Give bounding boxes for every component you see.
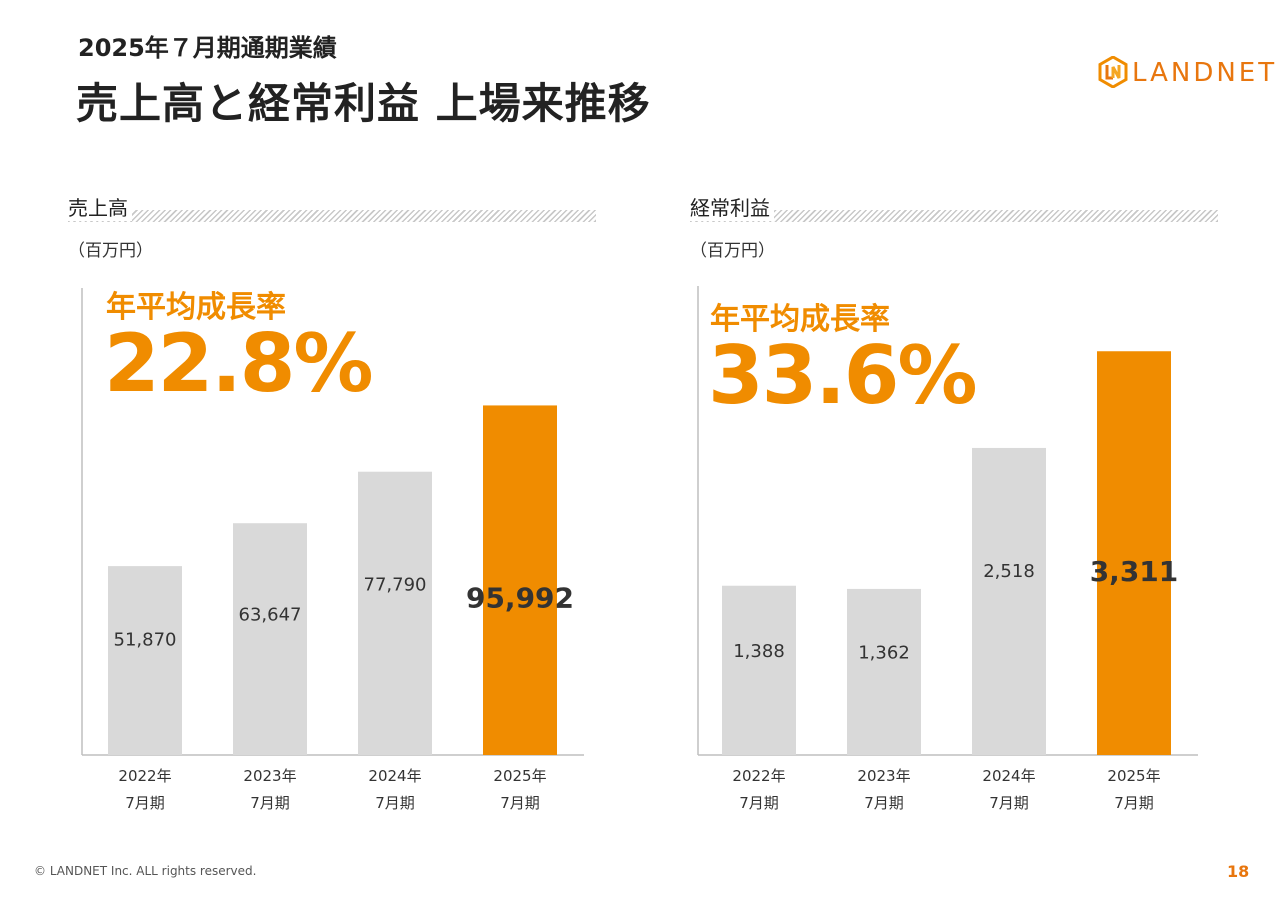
sales-bar-chart: 51,870 2022年 7月期 63,647 2023年 7月期 77,790 2024年 7… <box>81 288 584 812</box>
profit-cagr-label: 年平均成長率 <box>710 302 890 337</box>
copyright: © LANDNET Inc. ALL rights reserved. <box>34 864 257 878</box>
page-subtitle: 2025年７月期通期業績 <box>78 34 337 62</box>
landnet-logo-icon <box>1098 55 1128 89</box>
category-label-1-0: 2023年 <box>243 767 296 785</box>
category-label-2-1: 7月期 <box>375 794 415 812</box>
page-number: 18 <box>1227 862 1250 881</box>
category-label-1-0: 2023年 <box>857 767 910 785</box>
category-label-0-1: 7月期 <box>125 794 165 812</box>
bar-0 <box>108 566 182 755</box>
profit-bar-chart: 1,388 2022年 7月期 1,362 2023年 7月期 2,518 2024年 7月期 3… <box>697 286 1198 812</box>
bar-2 <box>358 471 432 755</box>
bar-2 <box>972 447 1046 755</box>
category-label-2-0: 2024年 <box>368 767 421 785</box>
bar-value-label-3: 3,311 <box>1090 555 1179 588</box>
bar-1 <box>233 523 307 755</box>
bar-3 <box>483 405 557 755</box>
bar-value-label-1: 1,362 <box>858 643 910 664</box>
category-label-0-0: 2022年 <box>118 767 171 785</box>
bar-value-label-2: 77,790 <box>364 575 427 596</box>
profit-unit: （百万円） <box>690 241 775 261</box>
profit-panel-title: 経常利益 <box>690 192 774 221</box>
category-label-3-0: 2025年 <box>1107 767 1160 785</box>
category-label-1-1: 7月期 <box>864 794 904 812</box>
title-underline <box>690 210 1218 222</box>
sales-unit: （百万円） <box>68 241 153 261</box>
logo-text: LANDNET <box>1132 58 1278 88</box>
bar-0 <box>722 585 796 755</box>
bar-value-label-0: 1,388 <box>733 641 785 662</box>
bar-3 <box>1097 351 1171 755</box>
category-label-3-1: 7月期 <box>500 794 540 812</box>
bar-value-label-3: 95,992 <box>466 581 574 614</box>
bar-value-label-0: 51,870 <box>114 629 177 650</box>
category-label-2-0: 2024年 <box>982 767 1035 785</box>
category-label-3-0: 2025年 <box>493 767 546 785</box>
profit-panel: 経常利益 （百万円） 年平均成長率 33.6% 1,388 2022年 7月期 1,3… <box>690 190 1218 830</box>
category-label-3-1: 7月期 <box>1114 794 1154 812</box>
sales-panel-title: 売上高 <box>68 192 132 221</box>
title-underline <box>68 210 596 222</box>
page-title: 売上高と経常利益 上場来推移 <box>76 79 651 128</box>
category-label-0-1: 7月期 <box>739 794 779 812</box>
landnet-logo: LANDNET <box>1098 55 1274 90</box>
sales-cagr-label: 年平均成長率 <box>106 290 286 325</box>
category-label-0-0: 2022年 <box>732 767 785 785</box>
sales-cagr-value: 22.8% <box>104 317 374 410</box>
category-label-1-1: 7月期 <box>250 794 290 812</box>
sales-panel: 売上高 （百万円） 年平均成長率 22.8% 51,870 2022年 7月期 63,… <box>68 190 596 830</box>
profit-cagr-value: 33.6% <box>708 329 978 422</box>
bar-value-label-1: 63,647 <box>239 605 302 626</box>
bar-1 <box>847 588 921 755</box>
category-label-2-1: 7月期 <box>989 794 1029 812</box>
bar-value-label-2: 2,518 <box>983 561 1035 582</box>
